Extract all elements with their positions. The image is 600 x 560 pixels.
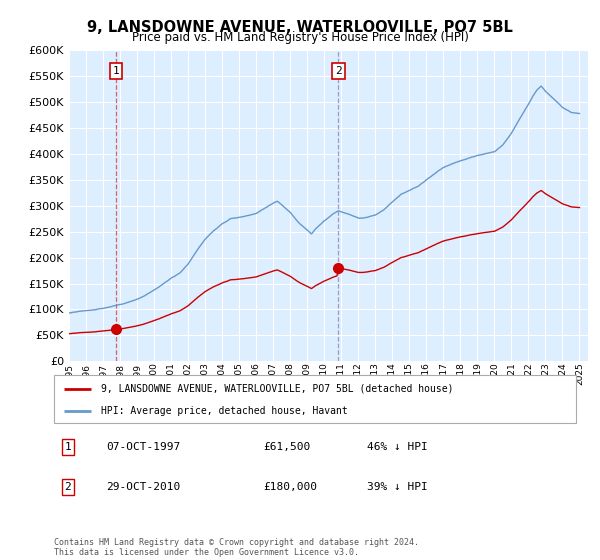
Text: £61,500: £61,500	[263, 442, 310, 452]
Text: 1: 1	[64, 442, 71, 452]
Text: 9, LANSDOWNE AVENUE, WATERLOOVILLE, PO7 5BL (detached house): 9, LANSDOWNE AVENUE, WATERLOOVILLE, PO7 …	[101, 384, 454, 394]
Text: 39% ↓ HPI: 39% ↓ HPI	[367, 482, 428, 492]
Text: HPI: Average price, detached house, Havant: HPI: Average price, detached house, Hava…	[101, 406, 348, 416]
Text: 2: 2	[335, 66, 342, 76]
Text: Contains HM Land Registry data © Crown copyright and database right 2024.
This d: Contains HM Land Registry data © Crown c…	[54, 538, 419, 557]
Text: Price paid vs. HM Land Registry's House Price Index (HPI): Price paid vs. HM Land Registry's House …	[131, 31, 469, 44]
Text: £180,000: £180,000	[263, 482, 317, 492]
Text: 46% ↓ HPI: 46% ↓ HPI	[367, 442, 428, 452]
Text: 9, LANSDOWNE AVENUE, WATERLOOVILLE, PO7 5BL: 9, LANSDOWNE AVENUE, WATERLOOVILLE, PO7 …	[87, 20, 513, 35]
Text: 29-OCT-2010: 29-OCT-2010	[106, 482, 181, 492]
Text: 1: 1	[113, 66, 119, 76]
Text: 2: 2	[64, 482, 71, 492]
Text: 07-OCT-1997: 07-OCT-1997	[106, 442, 181, 452]
